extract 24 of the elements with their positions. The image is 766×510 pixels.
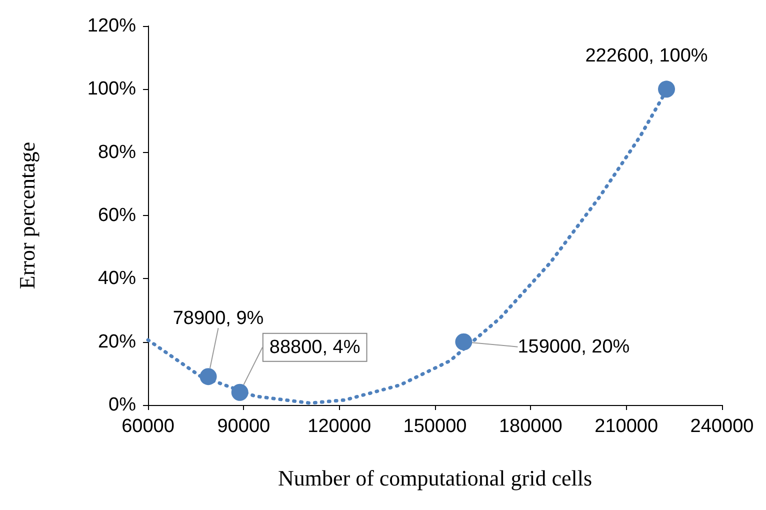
y-tick-label: 0% — [108, 394, 136, 416]
y-tick-label: 120% — [87, 16, 136, 36]
x-tick-label: 210000 — [594, 416, 658, 437]
x-tick-label: 240000 — [690, 416, 754, 437]
x-axis-title: Number of computational grid cells — [278, 466, 592, 490]
x-tick-label: 90000 — [217, 416, 270, 437]
point — [455, 333, 472, 350]
point — [231, 384, 248, 401]
data-label: 222600, 100% — [585, 46, 708, 67]
x-tick-label: 180000 — [498, 416, 562, 437]
y-axis-title: Error percentage — [14, 142, 40, 290]
y-tick-label: 20% — [98, 331, 136, 352]
y-tick-label: 40% — [98, 268, 136, 290]
data-label: 88800, 4% — [269, 336, 360, 358]
data-label: 159000, 20% — [518, 336, 630, 358]
point — [200, 368, 217, 386]
y-tick-label: 80% — [98, 142, 136, 163]
point — [658, 80, 676, 98]
y-tick-label: 60% — [98, 205, 136, 226]
x-tick-label: 60000 — [122, 416, 174, 437]
x-tick-label: 150000 — [403, 416, 467, 437]
data-label: 78900, 9% — [172, 308, 264, 330]
x-tick-label: 120000 — [308, 416, 372, 437]
y-tick-label: 100% — [87, 78, 136, 100]
